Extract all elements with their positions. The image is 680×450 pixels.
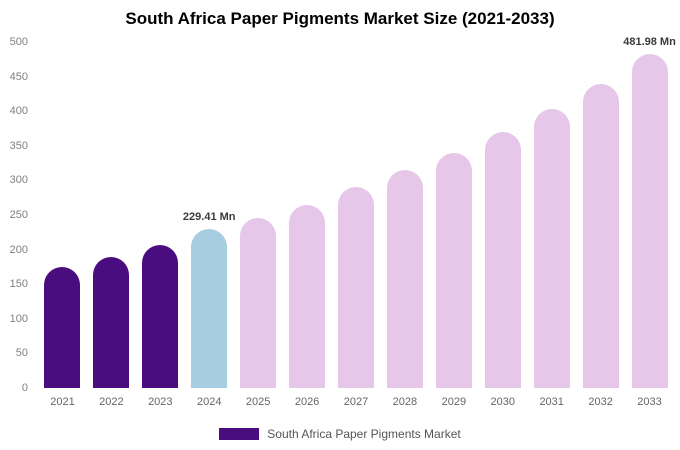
x-tick-label: 2032 [588,396,613,408]
x-tick-label: 2027 [343,396,369,408]
x-tick-label: 2023 [148,396,173,408]
x-tick-label: 2024 [196,396,222,408]
bar-slot [429,42,478,388]
y-tick-label: 500 [9,36,28,48]
value-label-2033: 481.98 Mn [623,36,676,49]
bar-2030 [484,131,521,388]
bar-slot [332,42,381,388]
bar-slot [527,42,576,388]
y-tick-label: 150 [9,278,28,291]
bar-slot [283,42,332,388]
bar-slot [478,42,527,388]
y-tick-label: 50 [15,347,28,360]
bar-2031 [533,109,570,388]
legend-label: South Africa Paper Pigments Market [267,427,461,441]
bar-2023 [142,244,179,388]
bar-2033 [631,54,668,388]
x-tick-label: 2033 [637,396,662,408]
bar-2024 [191,229,228,388]
x-tick-label: 2025 [245,396,271,408]
y-tick-label: 250 [9,209,28,221]
bar-slot [380,42,429,388]
x-tick-label: 2031 [539,396,564,408]
bar-slot [38,42,87,388]
bar-slot [576,42,625,388]
y-tick-label: 100 [9,312,28,325]
y-tick-label: 350 [9,139,28,152]
plot-area: 229.41 Mn 481.98 Mn [38,36,676,388]
bar-slot [234,42,283,388]
legend-swatch [219,428,260,440]
x-axis: 2021 2022 2023 2024 2025 2026 2027 2028 2029 2030… [38,396,674,412]
bar-2027 [337,187,374,388]
y-tick-label: 400 [9,105,28,118]
bar-2029 [435,152,472,388]
x-tick-label: 2030 [490,396,515,408]
legend: South Africa Paper Pigments Market [0,427,680,441]
bar-slot [87,42,136,388]
x-tick-label: 2021 [50,396,75,408]
x-tick-label: 2022 [99,396,124,408]
bar-slot [136,42,185,388]
y-tick-label: 450 [9,70,28,83]
value-label-2024: 229.41 Mn [182,211,236,224]
bar-2022 [93,256,130,388]
bar-2028 [386,170,423,388]
bar-2025 [240,218,277,388]
bar-slot [625,42,674,388]
y-axis: 0 50 100 150 200 250 300 350 400 450 500 [0,36,32,394]
x-tick-label: 2029 [441,396,467,408]
bar-2032 [582,83,619,388]
y-tick-label: 300 [9,174,28,187]
x-tick-label: 2026 [294,396,320,408]
bar-slot [185,42,234,388]
x-tick-label: 2028 [392,396,418,408]
bar-2021 [44,266,81,388]
chart-title: South Africa Paper Pigments Market Size … [125,9,555,28]
bar-2026 [289,204,326,388]
y-tick-label: 200 [9,243,28,256]
y-tick-label: 0 [21,382,28,394]
